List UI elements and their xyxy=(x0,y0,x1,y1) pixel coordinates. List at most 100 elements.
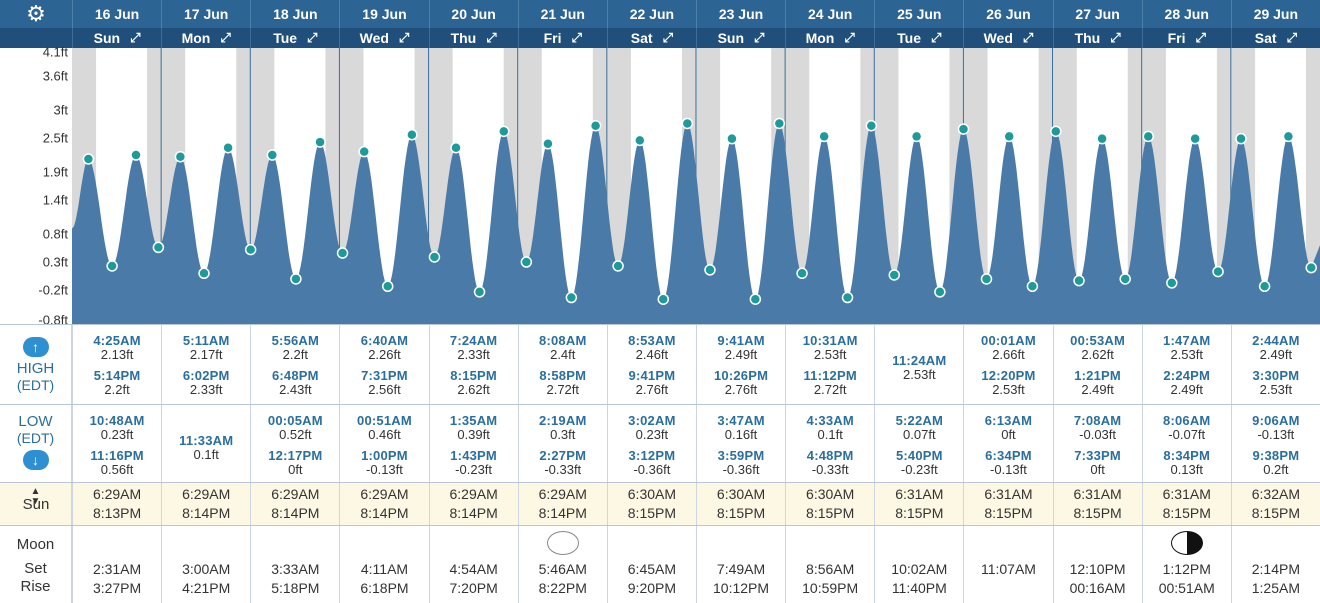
date-header-4: 20 Jun xyxy=(428,0,518,28)
expand-arrows-icon[interactable]: ⤢ xyxy=(486,30,497,45)
low-time: 6:34PM xyxy=(985,448,1032,463)
low-time: 5:40PM xyxy=(895,448,943,463)
sun-cell-2: 6:29AM 8:14PM xyxy=(250,483,339,525)
moonset-time: 3:33AM xyxy=(271,561,320,577)
day-label: Thu xyxy=(1074,30,1101,46)
moon-phase-slot xyxy=(1054,526,1142,560)
day-label: Sun xyxy=(717,30,745,46)
sunset-time: 8:13PM xyxy=(92,505,142,521)
moon-cell-7: 7:49AM 10:12PM xyxy=(695,526,785,603)
tide-chart xyxy=(72,48,1320,324)
low-time: 12:17PM xyxy=(268,448,323,463)
expand-arrows-icon[interactable]: ⤢ xyxy=(571,30,582,45)
day-label: Sun xyxy=(93,30,121,46)
expand-arrows-icon[interactable]: ⤢ xyxy=(662,30,673,45)
y-tick-label: 3.6ft xyxy=(42,68,68,84)
low-height: 0.2ft xyxy=(1263,462,1289,477)
arrow-down-icon[interactable]: ↓ xyxy=(22,450,49,470)
moonrise-time: 4:21PM xyxy=(182,580,231,596)
high-time: 1:21PM xyxy=(1074,368,1121,383)
expand-arrows-icon[interactable]: ⤢ xyxy=(307,30,318,45)
tide-point-53 xyxy=(1305,261,1317,274)
y-tick-label: 2.5ft xyxy=(42,130,68,146)
high-height: 2.66ft xyxy=(992,347,1025,362)
expand-arrows-icon[interactable]: ⤢ xyxy=(1286,30,1297,45)
sunset-time: 8:15PM xyxy=(895,505,944,521)
tide-point-32 xyxy=(818,130,830,143)
tide-point-43 xyxy=(1073,274,1085,287)
day-header-12: Fri ⤢ xyxy=(1141,28,1231,48)
sunrise-time: 6:31AM xyxy=(1073,486,1122,502)
expand-arrows-icon[interactable]: ⤢ xyxy=(220,30,231,45)
gear-icon[interactable]: ⚙ xyxy=(26,1,46,26)
high-cell-0: 4:25AM 2.13ft 5:14PM 2.2ft xyxy=(72,325,161,404)
sunset-time: 8:15PM xyxy=(1162,505,1211,521)
high-height: 2.76ft xyxy=(724,382,758,397)
date-header-8: 24 Jun xyxy=(785,0,874,28)
moonset-time: 7:49AM xyxy=(716,561,766,577)
tide-point-5 xyxy=(198,267,210,280)
low-cell-11: 7:08AM -0.03ft 7:33PM 0ft xyxy=(1052,405,1142,482)
tide-point-18 xyxy=(498,125,510,138)
low-time: 6:13AM xyxy=(984,413,1033,428)
high-time: 5:14PM xyxy=(93,368,141,383)
tide-point-49 xyxy=(1212,265,1224,278)
low-height: -0.33ft xyxy=(811,462,849,477)
moonrise-time: 10:59PM xyxy=(802,580,859,596)
high-time: 00:01AM xyxy=(981,333,1036,348)
low-height: -0.23ft xyxy=(455,462,493,477)
day-header-1: Mon ⤢ xyxy=(161,28,250,48)
day-header-7: Sun ⤢ xyxy=(695,28,785,48)
low-height: 0.46ft xyxy=(368,427,401,442)
moon-row: 2:31AM 3:27PM 3:00AM 4:21PM 3:33AM 5:18PM 4:11… xyxy=(72,526,1320,603)
moon-cell-2: 3:33AM 5:18PM xyxy=(250,526,339,603)
moonset-time: 4:11AM xyxy=(360,561,409,577)
moonset-time: 10:02AM xyxy=(891,561,948,577)
day-label: Sat xyxy=(1254,30,1277,46)
sunset-time: 8:14PM xyxy=(538,505,587,521)
low-cell-12: 8:06AM -0.07ft 8:34PM 0.13ft xyxy=(1141,405,1231,482)
full-moon-icon xyxy=(546,531,579,555)
sun-cell-11: 6:31AM 8:15PM xyxy=(1052,483,1142,525)
expand-arrows-icon[interactable]: ⤢ xyxy=(931,30,942,45)
low-height: -0.13ft xyxy=(990,462,1027,477)
expand-arrows-icon[interactable]: ⤢ xyxy=(1022,30,1034,45)
date-header-6: 22 Jun xyxy=(606,0,696,28)
tide-point-34 xyxy=(865,119,878,132)
sunrise-time: 6:30AM xyxy=(716,486,766,502)
low-height: 0.07ft xyxy=(903,427,936,442)
low-time: 3:59PM xyxy=(717,448,765,463)
sunrise-time: 6:31AM xyxy=(984,486,1033,502)
moon-text: Moon xyxy=(16,536,55,553)
high-time: 6:48PM xyxy=(271,368,319,383)
low-cell-7: 3:47AM 0.16ft 3:59PM -0.36ft xyxy=(695,405,785,482)
sun-cell-1: 6:29AM 8:14PM xyxy=(161,483,250,525)
tide-point-40 xyxy=(1003,130,1015,143)
expand-arrows-icon[interactable]: ⤢ xyxy=(130,30,141,45)
tide-point-14 xyxy=(406,128,418,141)
high-time: 7:31PM xyxy=(361,368,408,383)
moon-phase-slot xyxy=(964,526,1052,560)
expand-arrows-icon[interactable]: ⤢ xyxy=(1110,30,1121,45)
high-height: 2.49ft xyxy=(1081,382,1114,397)
sunrise-time: 6:32AM xyxy=(1251,486,1300,502)
moon-phase-slot xyxy=(786,526,874,560)
expand-arrows-icon[interactable]: ⤢ xyxy=(1195,30,1206,45)
low-cell-8: 4:33AM 0.1ft 4:48PM -0.33ft xyxy=(785,405,874,482)
high-height: 2.56ft xyxy=(368,382,401,397)
arrow-up-icon[interactable]: ↑ xyxy=(22,337,49,357)
low-height: 0.39ft xyxy=(457,427,490,442)
day-header-8: Mon ⤢ xyxy=(785,28,874,48)
tide-point-4 xyxy=(174,150,187,163)
sun-cell-9: 6:31AM 8:15PM xyxy=(874,483,963,525)
moon-phase-slot xyxy=(875,526,963,560)
expand-arrows-icon[interactable]: ⤢ xyxy=(398,30,410,45)
high-cell-5: 8:08AM 2.4ft 8:58PM 2.72ft xyxy=(517,325,607,404)
low-height: 0.23ft xyxy=(635,427,669,442)
day-header-6: Sat ⤢ xyxy=(606,28,696,48)
tide-point-22 xyxy=(589,119,602,132)
expand-arrows-icon[interactable]: ⤢ xyxy=(844,30,855,45)
high-time: 4:25AM xyxy=(93,333,141,348)
expand-arrows-icon[interactable]: ⤢ xyxy=(754,30,765,45)
high-time: 2:44AM xyxy=(1252,333,1300,348)
